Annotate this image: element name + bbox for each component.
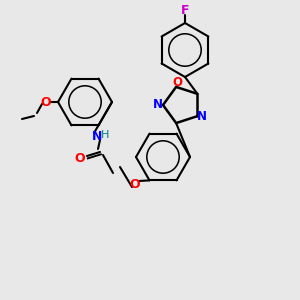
- Text: O: O: [41, 95, 51, 109]
- Text: O: O: [75, 152, 85, 164]
- Text: O: O: [130, 178, 140, 190]
- Text: O: O: [172, 76, 182, 89]
- Text: N: N: [92, 130, 102, 143]
- Text: N: N: [153, 98, 163, 112]
- Text: H: H: [101, 130, 109, 140]
- Text: N: N: [197, 110, 207, 123]
- Text: F: F: [181, 4, 189, 16]
